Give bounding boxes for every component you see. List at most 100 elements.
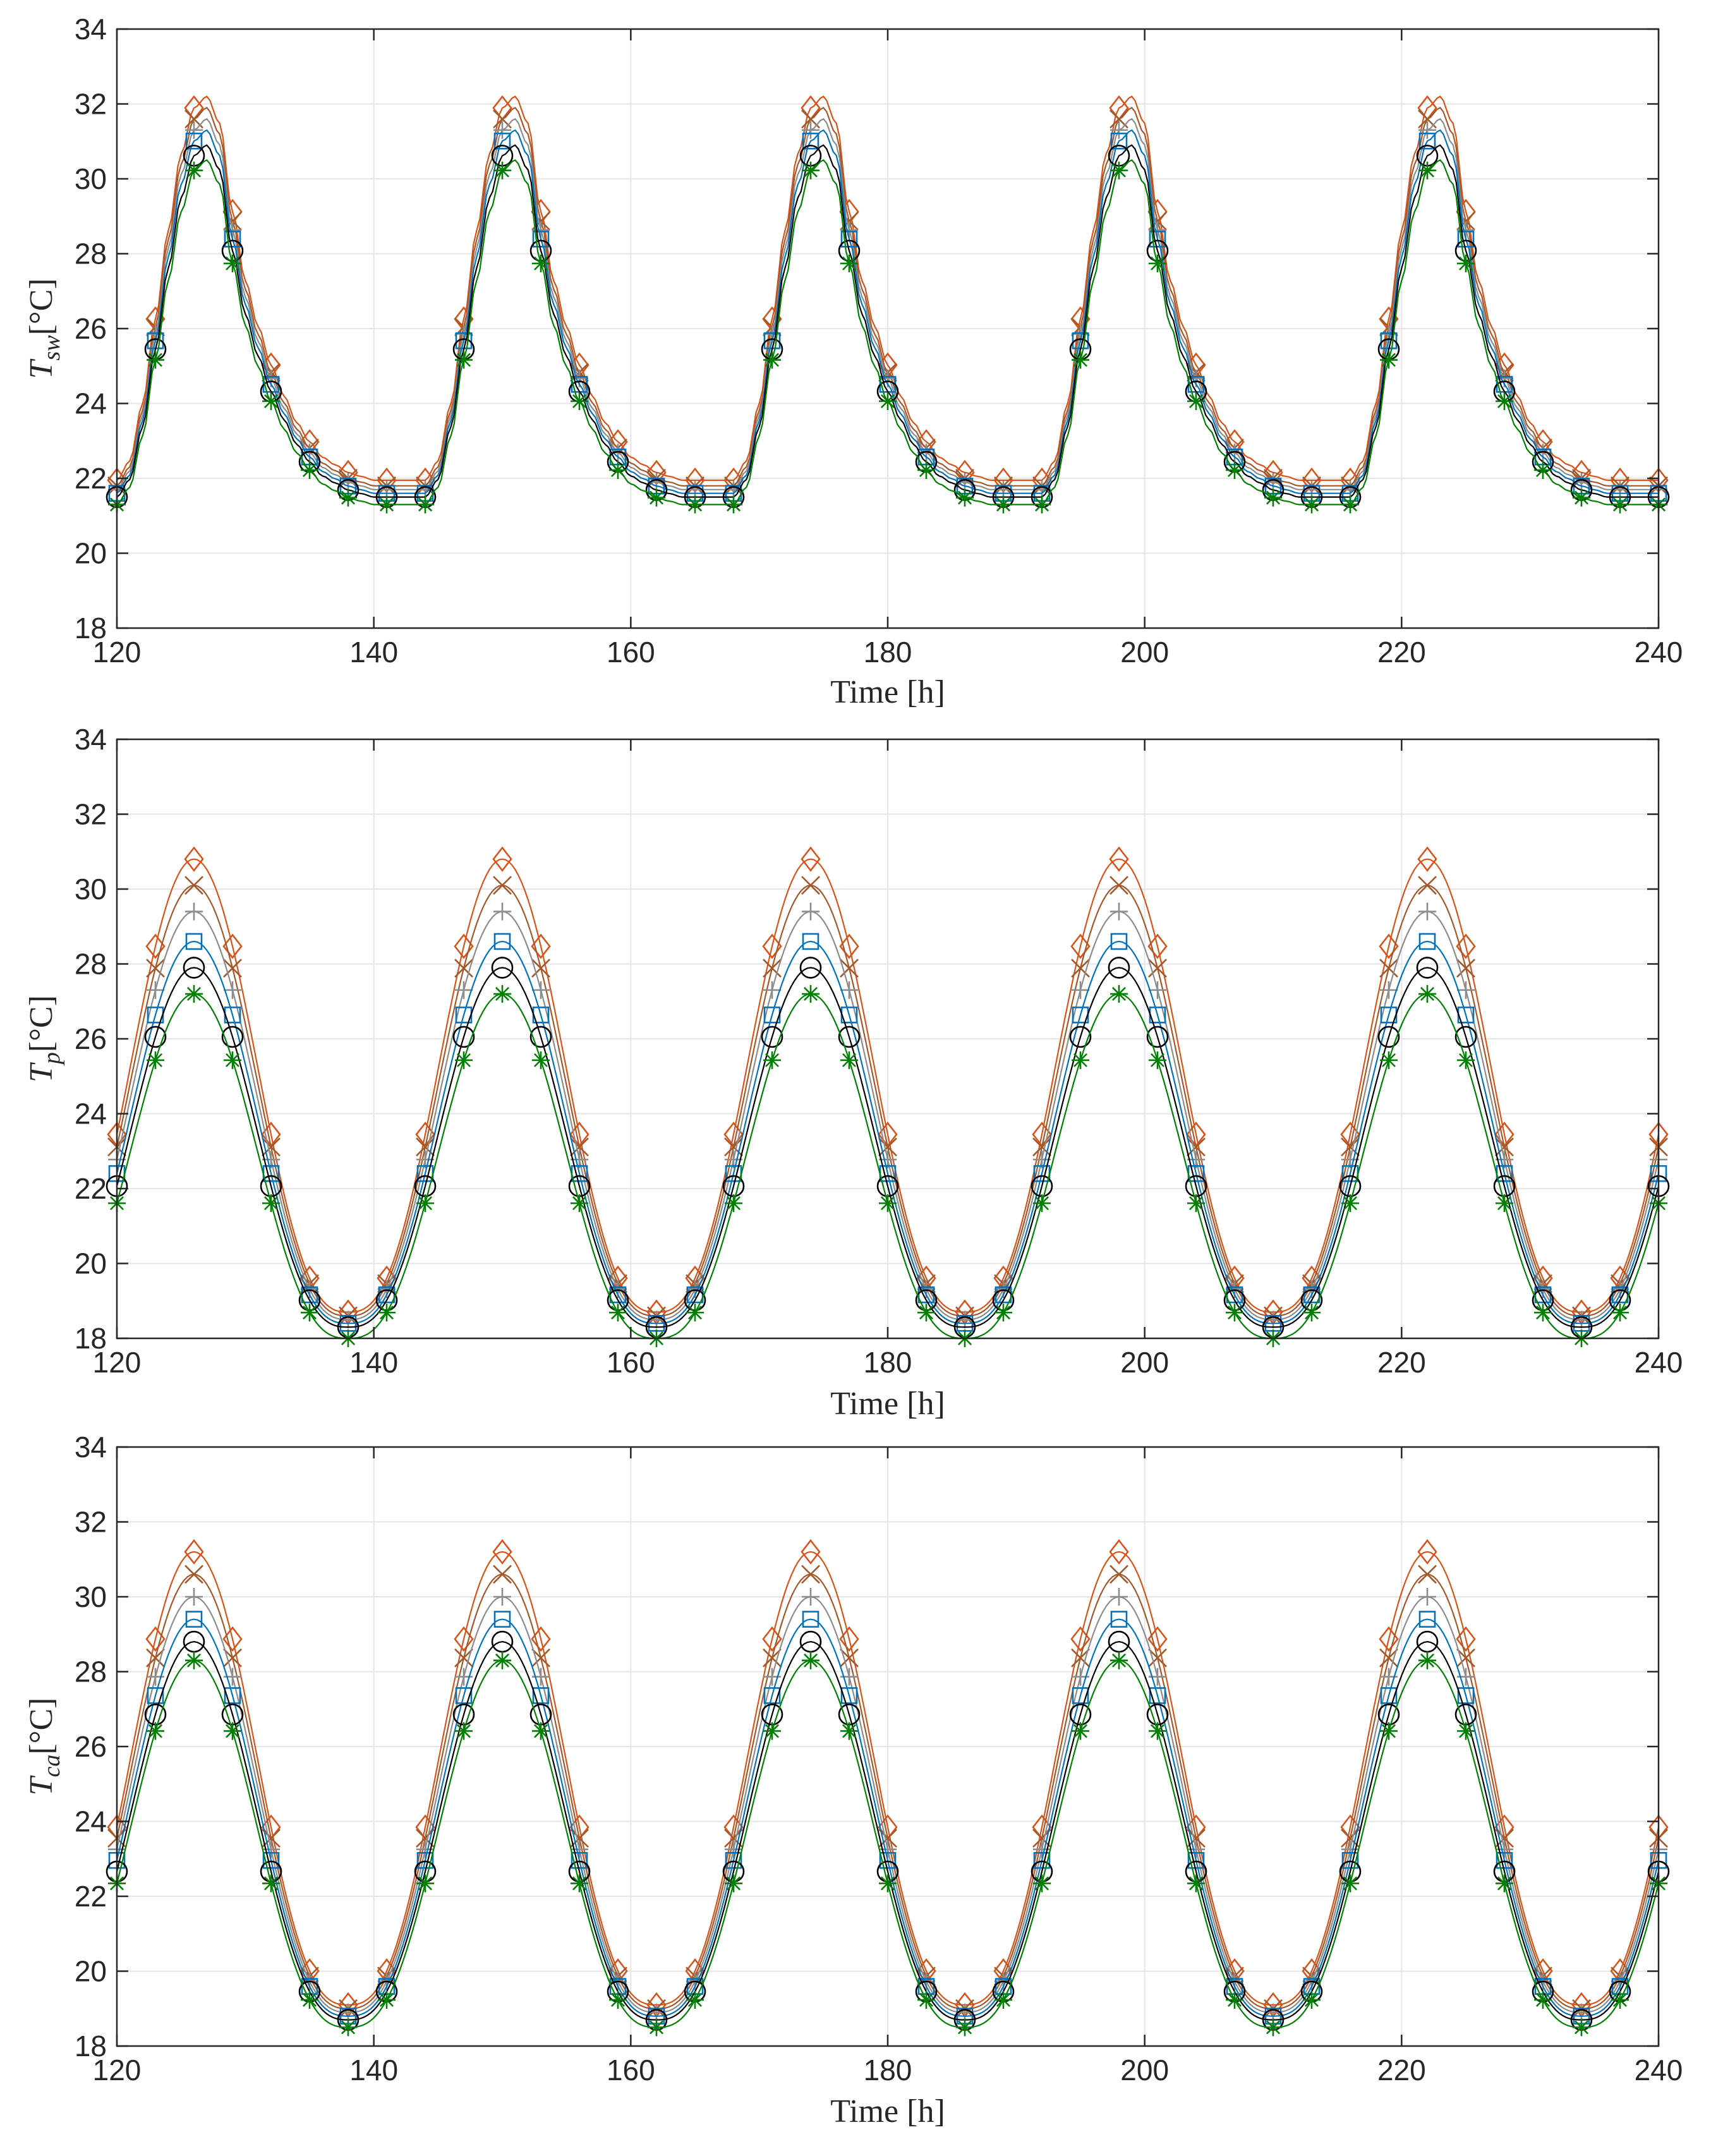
marker-p1-s6-3 (224, 254, 241, 272)
y-tick-label: 30 (75, 1580, 107, 1613)
marker-p2-s6-29 (1226, 1304, 1243, 1322)
marker-p2-s4-18 (802, 933, 819, 950)
marker-p3-s6-34 (1418, 1651, 1436, 1669)
marker-p3-s4-34 (1418, 1611, 1436, 1628)
y-tick-label: 30 (75, 162, 107, 195)
marker-p1-s6-22 (956, 488, 974, 507)
marker-p3-s6-16 (725, 1874, 742, 1893)
marker-p3-s2-10 (493, 1565, 512, 1584)
marker-p2-s2-24 (1032, 1137, 1051, 1157)
x-tick-label: 140 (349, 2054, 398, 2086)
x-tick-label: 120 (93, 636, 142, 669)
marker-p2-s4-34 (1418, 933, 1436, 950)
marker-p2-s3-17 (763, 981, 781, 999)
marker-p3-s2-35 (1456, 1648, 1475, 1668)
marker-p1-s4-35 (1457, 231, 1475, 248)
marker-p1-s6-11 (532, 254, 550, 272)
marker-p2-s6-28 (1187, 1194, 1205, 1213)
y-tick-label: 20 (75, 537, 107, 570)
marker-p2-s2-10 (493, 876, 512, 895)
marker-p1-s6-39 (1611, 495, 1629, 514)
marker-p3-s6-6 (339, 2018, 357, 2037)
marker-p3-s4-9 (455, 1687, 473, 1704)
marker-p1-s6-36 (1496, 392, 1513, 410)
marker-p3-s4-20 (879, 1851, 897, 1869)
marker-p2-s2-2 (184, 876, 203, 895)
marker-p3-s6-38 (1573, 2018, 1590, 2037)
marker-p3-s2-19 (840, 1648, 859, 1668)
marker-p1-s6-14 (648, 488, 665, 507)
marker-p3-s6-8 (416, 1874, 434, 1893)
x-axis-label: Time [h] (830, 674, 945, 710)
marker-p2-s2-28 (1187, 1137, 1206, 1157)
plot-panel-bottom: 120 140 160 180 200 220 240 18 20 22 24 26 28 30 32 34 T… (23, 1431, 1683, 2129)
marker-p3-s6-4 (262, 1874, 280, 1893)
marker-p1-s6-38 (1573, 488, 1590, 507)
marker-p2-s1-10 (492, 846, 512, 872)
marker-p2-s2-8 (416, 1137, 435, 1157)
marker-p1-s6-13 (609, 461, 627, 479)
plot-panel-middle: 120 140 160 180 200 220 240 18 20 22 24 26 28 30 32 34 T… (23, 723, 1683, 1422)
marker-p3-s2-1 (146, 1648, 165, 1668)
y-axis-subscript: sw (39, 335, 65, 361)
x-tick-label: 120 (93, 1346, 142, 1379)
series-line-top-5 (116, 144, 1659, 498)
marker-p3-s6-32 (1341, 1874, 1359, 1893)
marker-p2-s6-4 (262, 1194, 280, 1213)
marker-p2-s6-35 (1457, 1051, 1475, 1069)
marker-p2-s1-34 (1417, 846, 1437, 872)
marker-p3-s6-18 (802, 1651, 819, 1669)
marker-p1-s6-37 (1534, 461, 1552, 479)
series-line-bottom-5 (116, 1640, 1660, 2021)
marker-p2-s2-26 (1109, 876, 1128, 895)
marker-p3-s1-10 (492, 1539, 512, 1565)
marker-p2-s5-19 (838, 1026, 861, 1048)
marker-p3-s4-1 (147, 1687, 164, 1704)
x-tick-label: 200 (1120, 2054, 1169, 2086)
x-tick-label: 240 (1635, 2054, 1683, 2086)
marker-p1-s6-1 (147, 351, 164, 369)
y-tick-label: 34 (75, 13, 107, 45)
marker-p1-s4-19 (840, 231, 858, 248)
y-axis-unit: [°C] (23, 278, 59, 335)
marker-p3-s4-17 (763, 1687, 781, 1704)
marker-p3-s6-20 (879, 1874, 897, 1893)
marker-p2-s6-24 (1033, 1194, 1051, 1213)
marker-p1-s6-17 (763, 351, 781, 369)
marker-p2-s5-10 (491, 957, 514, 979)
marker-p2-s5-35 (1454, 1026, 1477, 1048)
marker-p2-s4-2 (185, 933, 203, 950)
marker-p3-s6-15 (686, 1990, 704, 2009)
marker-p2-s3-35 (1457, 981, 1475, 999)
marker-p1-s4-2 (185, 132, 203, 150)
marker-p3-s6-17 (763, 1722, 781, 1740)
marker-p2-s3-9 (455, 981, 473, 999)
marker-p3-s4-11 (532, 1687, 550, 1704)
marker-p3-s2-17 (763, 1648, 782, 1668)
marker-p3-s6-39 (1611, 1990, 1629, 2009)
marker-p2-s3-27 (1149, 981, 1166, 999)
y-axis-unit: [°C] (23, 995, 59, 1052)
marker-p3-s6-7 (378, 1990, 396, 2009)
marker-p3-s4-25 (1072, 1687, 1089, 1704)
marker-p3-s1-26 (1109, 1539, 1129, 1565)
marker-p2-s1-35 (1456, 933, 1476, 959)
marker-p2-s6-2 (185, 984, 203, 1003)
marker-p3-s4-19 (840, 1687, 858, 1704)
marker-p1-s6-26 (1110, 161, 1128, 179)
marker-p2-s1-1 (145, 933, 166, 959)
marker-p2-s6-18 (802, 984, 819, 1003)
marker-p2-s6-5 (301, 1304, 318, 1322)
marker-p3-s4-26 (1110, 1611, 1128, 1628)
marker-p1-s6-20 (879, 392, 897, 410)
marker-p3-s6-10 (493, 1651, 511, 1669)
y-tick-label: 30 (75, 873, 107, 905)
marker-p3-s2-11 (531, 1648, 550, 1668)
x-tick-label: 160 (607, 2054, 655, 2086)
series-line-top-1 (116, 95, 1659, 481)
marker-p1-s4-18 (802, 132, 819, 150)
marker-p2-s6-16 (725, 1194, 742, 1213)
marker-p1-s4-3 (224, 231, 241, 248)
marker-p3-s4-18 (802, 1611, 819, 1628)
